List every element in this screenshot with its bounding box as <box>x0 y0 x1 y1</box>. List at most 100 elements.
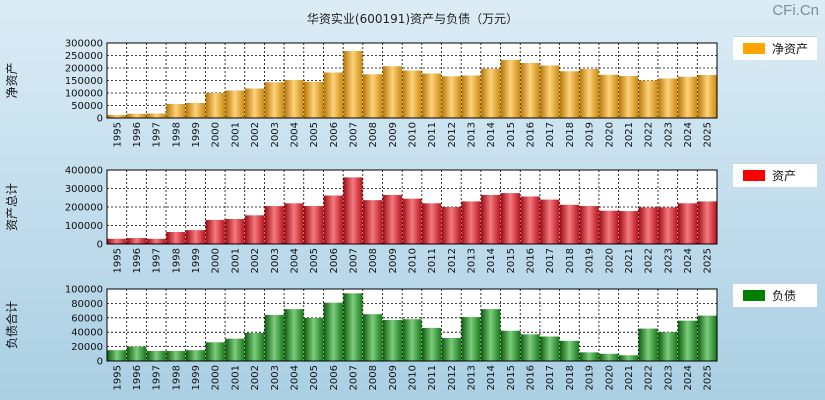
x-tick-label: 2010 <box>408 365 419 390</box>
bar-2009 <box>382 194 402 244</box>
y-tick-label: 60000 <box>71 313 103 324</box>
bar-2009 <box>382 319 402 361</box>
x-tick-label: 2006 <box>329 365 340 390</box>
bar-2011 <box>422 327 442 361</box>
x-tick-label: 2001 <box>230 365 241 390</box>
x-tick-label: 2018 <box>565 248 576 273</box>
bar-2017 <box>540 65 560 118</box>
x-tick-label: 2009 <box>388 365 399 390</box>
y-tick-label: 200000 <box>65 203 103 214</box>
bar-2019 <box>579 206 599 244</box>
x-tick-label: 2019 <box>585 365 596 390</box>
x-tick-label: 2006 <box>329 122 340 147</box>
x-tick-label: 2025 <box>703 248 714 273</box>
x-tick-label: 2006 <box>329 248 340 273</box>
x-tick-label: 2017 <box>545 248 556 273</box>
bar-2025 <box>697 201 717 244</box>
legend-label-liabilities: 负债 <box>772 289 797 303</box>
x-tick-label: 2007 <box>348 122 359 147</box>
x-tick-label: 2008 <box>368 365 379 390</box>
y-tick-label: 200000 <box>65 64 103 75</box>
y-tick-label: 100000 <box>65 285 103 296</box>
x-tick-label: 2003 <box>270 365 281 390</box>
x-tick-label: 2023 <box>663 122 674 147</box>
bar-2006 <box>323 72 343 118</box>
x-tick-label: 2003 <box>270 122 281 147</box>
bar-2005 <box>303 81 324 118</box>
x-tick-label: 2025 <box>703 122 714 147</box>
x-tick-label: 2002 <box>250 122 261 147</box>
bar-1996 <box>126 238 147 244</box>
x-tick-label: 2024 <box>683 122 694 147</box>
x-tick-label: 2015 <box>506 248 517 273</box>
x-tick-label: 2015 <box>506 122 517 147</box>
x-tick-label: 2022 <box>644 248 655 273</box>
bar-2012 <box>441 337 461 361</box>
bar-2000 <box>205 219 225 244</box>
x-tick-label: 2008 <box>368 248 379 273</box>
x-tick-label: 2004 <box>289 122 300 147</box>
bar-2012 <box>441 207 461 244</box>
x-tick-label: 2003 <box>270 248 281 273</box>
bar-1995 <box>107 238 127 244</box>
x-tick-label: 2016 <box>526 365 537 390</box>
bar-2025 <box>697 315 717 361</box>
x-tick-label: 2000 <box>211 248 222 273</box>
y-tick-label: 400000 <box>65 166 103 177</box>
bar-1997 <box>146 113 166 118</box>
x-tick-label: 2011 <box>427 122 438 147</box>
x-tick-label: 2000 <box>211 365 222 390</box>
x-tick-label: 1999 <box>191 365 202 390</box>
y-tick-label: 20000 <box>71 342 103 353</box>
x-tick-label: 2020 <box>604 248 615 273</box>
bar-2005 <box>303 206 324 244</box>
bar-2007 <box>343 293 363 361</box>
y-axis-label: 资产总计 <box>5 183 19 231</box>
bar-1997 <box>146 238 166 244</box>
x-tick-label: 2014 <box>486 122 497 147</box>
y-tick-label: 40000 <box>71 328 103 339</box>
bar-2004 <box>284 80 304 118</box>
x-tick-label: 2021 <box>624 122 635 147</box>
x-tick-label: 1999 <box>191 248 202 273</box>
y-tick-label: 0 <box>97 357 103 368</box>
bar-2019 <box>579 352 599 361</box>
legend-label-net-assets: 净资产 <box>772 42 809 56</box>
x-tick-label: 2010 <box>408 248 419 273</box>
x-tick-label: 2011 <box>427 365 438 390</box>
bar-1999 <box>185 230 206 244</box>
bar-2009 <box>382 66 402 118</box>
x-tick-label: 2009 <box>388 248 399 273</box>
bar-1998 <box>166 350 186 361</box>
x-tick-label: 2010 <box>408 122 419 147</box>
x-tick-label: 2005 <box>309 122 320 147</box>
bar-2000 <box>205 342 225 361</box>
bar-1998 <box>166 231 186 244</box>
bar-2015 <box>500 193 521 244</box>
bar-2011 <box>422 203 442 244</box>
x-tick-label: 1997 <box>152 122 163 147</box>
bar-2020 <box>599 353 619 361</box>
bar-1997 <box>146 350 166 361</box>
legend-swatch-net-assets <box>743 43 765 54</box>
bar-2001 <box>225 219 245 244</box>
x-tick-label: 2001 <box>230 248 241 273</box>
y-tick-label: 0 <box>97 114 103 125</box>
bar-2002 <box>244 215 265 244</box>
legend-assets: 资产 <box>733 163 817 187</box>
bar-2008 <box>363 74 383 118</box>
y-axis-label: 净资产 <box>5 62 19 98</box>
x-tick-label: 2016 <box>526 248 537 273</box>
x-tick-label: 2005 <box>309 248 320 273</box>
bar-2011 <box>422 73 442 118</box>
x-tick-label: 2000 <box>211 122 222 147</box>
x-tick-label: 2021 <box>624 248 635 273</box>
x-tick-label: 1999 <box>191 122 202 147</box>
bar-2017 <box>540 199 560 244</box>
bar-2016 <box>520 196 540 244</box>
x-tick-label: 1996 <box>132 122 143 147</box>
legend-net-assets: 净资产 <box>733 36 817 60</box>
x-tick-label: 2013 <box>467 365 478 390</box>
bar-2020 <box>599 210 619 244</box>
bar-2018 <box>559 71 580 118</box>
